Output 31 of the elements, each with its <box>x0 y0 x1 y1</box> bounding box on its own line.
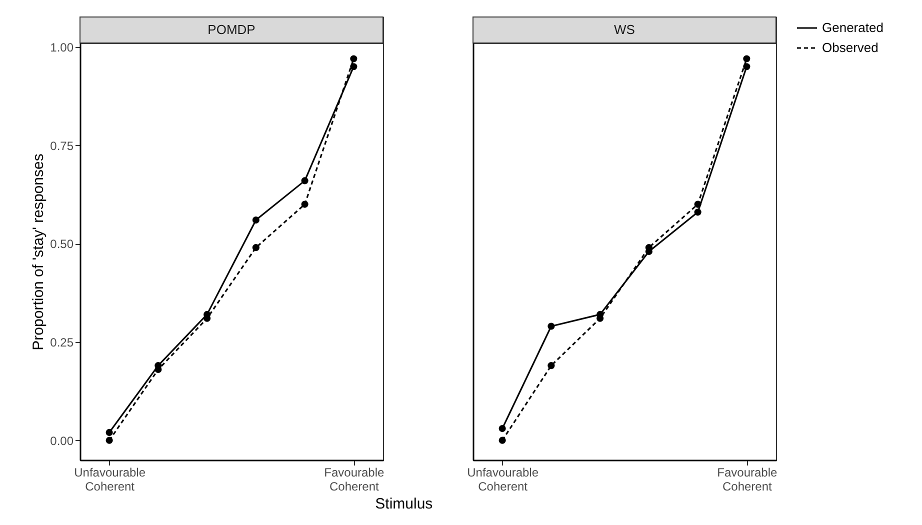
point <box>548 362 555 370</box>
legend-label: Observed <box>822 40 878 55</box>
y-tick-label: 0.50 <box>50 237 74 252</box>
point <box>548 322 555 330</box>
x-tick-label: Unfavourable Coherent <box>467 466 539 494</box>
point <box>743 55 750 62</box>
point <box>694 208 702 216</box>
point <box>106 428 113 436</box>
chart-title: POMDP <box>208 22 256 37</box>
y-tick-label: 1.00 <box>50 40 74 54</box>
point <box>743 63 750 70</box>
point <box>252 244 260 252</box>
point <box>301 177 308 184</box>
point <box>694 200 702 208</box>
y-tick-label: 0.00 <box>50 434 74 448</box>
x-tick-label: Unfavourable Coherent <box>74 466 146 494</box>
y-tick-label: 0.25 <box>50 335 74 350</box>
y-tick-label: 0.75 <box>50 138 74 153</box>
point <box>350 63 358 70</box>
x-tick-label: Favourable Coherent <box>324 466 385 494</box>
x-tick-label: Favourable Coherent <box>717 466 778 494</box>
point <box>498 425 506 432</box>
point <box>106 436 113 444</box>
point <box>350 55 358 62</box>
x-axis-title: Stimulus <box>375 496 433 512</box>
legend-label: Generated <box>822 20 884 35</box>
point <box>301 200 308 208</box>
y-axis-title: Proportion of 'stay' responses <box>30 154 48 350</box>
point <box>498 436 506 444</box>
chart-title: WS <box>614 22 636 37</box>
point <box>252 216 260 224</box>
